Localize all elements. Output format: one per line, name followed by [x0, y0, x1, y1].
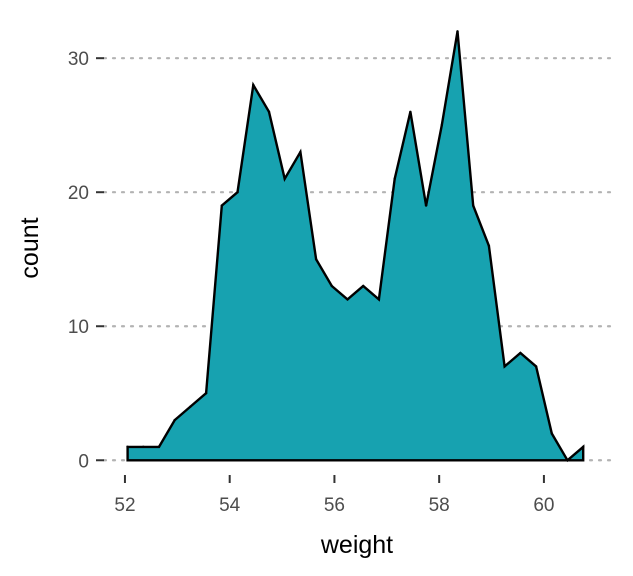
data-point-19	[424, 204, 428, 207]
data-point-29	[581, 445, 585, 449]
x-axis: 52 54 56 58 60	[114, 475, 554, 516]
data-point-11	[299, 150, 302, 154]
data-point-26	[534, 365, 538, 368]
y-tick-label-30: 30	[68, 49, 89, 70]
data-point-5	[204, 392, 208, 395]
y-axis: 0 10 20 30	[68, 49, 104, 472]
y-axis-title: count	[16, 217, 44, 278]
x-tick-label-58: 58	[429, 495, 450, 516]
data-point-4	[189, 405, 192, 408]
x-tick-label-52: 52	[114, 495, 135, 516]
data-point-27	[550, 432, 553, 435]
data-point-0	[126, 445, 129, 449]
area-series	[126, 31, 585, 463]
data-point-1	[142, 445, 145, 449]
data-point-17	[393, 177, 396, 181]
data-point-10	[283, 177, 286, 181]
data-point-2	[157, 445, 161, 449]
y-tick-label-20: 20	[68, 183, 89, 204]
data-point-3	[173, 418, 176, 422]
data-point-18	[409, 110, 412, 113]
data-point-15	[362, 284, 365, 288]
plot-area	[126, 30, 585, 463]
data-point-21	[456, 30, 459, 33]
x-tick-label-56: 56	[324, 495, 345, 516]
data-point-12	[314, 258, 318, 261]
data-point-8	[252, 83, 255, 87]
data-point-24	[503, 365, 506, 368]
y-tick-label-0: 0	[78, 451, 89, 472]
data-point-13	[330, 284, 334, 288]
data-point-20	[440, 123, 443, 127]
x-tick-label-54: 54	[219, 495, 241, 516]
data-point-14	[346, 298, 349, 301]
data-point-6	[220, 204, 224, 207]
y-tick-label-10: 10	[68, 317, 89, 338]
data-point-22	[472, 204, 475, 207]
x-axis-title: weight	[320, 531, 393, 559]
data-point-16	[377, 298, 381, 301]
data-point-28	[566, 459, 569, 462]
data-point-25	[519, 351, 522, 355]
data-point-7	[236, 191, 239, 194]
x-tick-label-60: 60	[533, 495, 554, 516]
data-point-23	[487, 244, 491, 248]
data-point-9	[267, 110, 271, 113]
